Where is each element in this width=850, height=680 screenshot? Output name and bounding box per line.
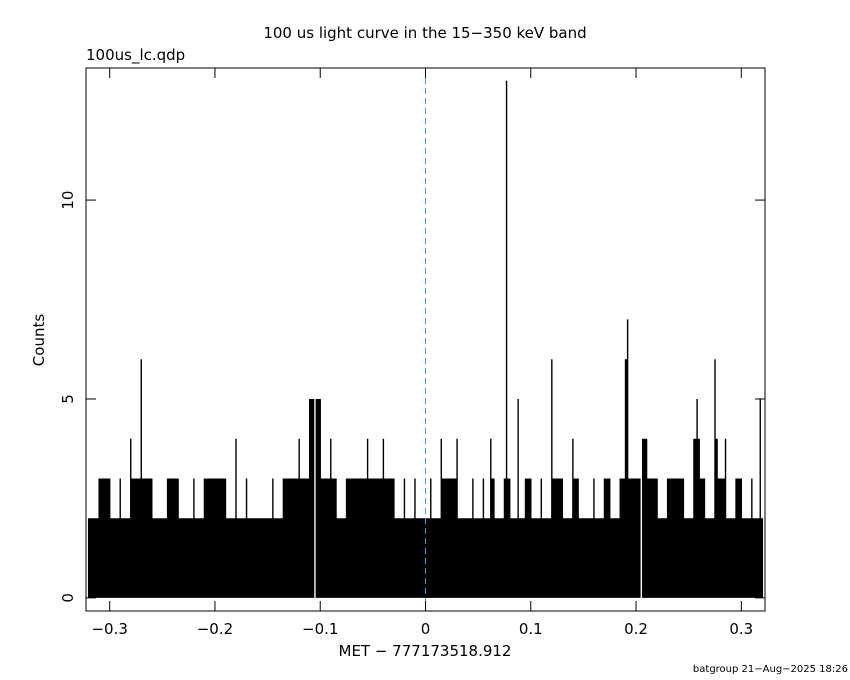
- x-axis-label: MET − 777173518.912: [339, 642, 512, 660]
- y-tick-label: 10: [59, 191, 77, 210]
- x-tick-label: −0.1: [302, 620, 338, 638]
- subtitle: 100us_lc.qdp: [86, 46, 185, 65]
- chart-title: 100 us light curve in the 15−350 keV ban…: [263, 24, 586, 42]
- x-tick-label: 0.3: [729, 620, 753, 638]
- y-tick-label: 0: [59, 593, 77, 603]
- x-tick-label: 0: [421, 620, 431, 638]
- light-curve: [87, 80, 764, 598]
- footer: batgroup 21−Aug−2025 18:26: [693, 664, 848, 675]
- x-tick-label: 0.2: [624, 620, 648, 638]
- y-axis-label: Counts: [30, 314, 48, 367]
- x-tick-label: 0.1: [519, 620, 543, 638]
- y-tick-label: 5: [59, 394, 77, 404]
- x-tick-label: −0.3: [91, 620, 127, 638]
- x-tick-label: −0.2: [197, 620, 233, 638]
